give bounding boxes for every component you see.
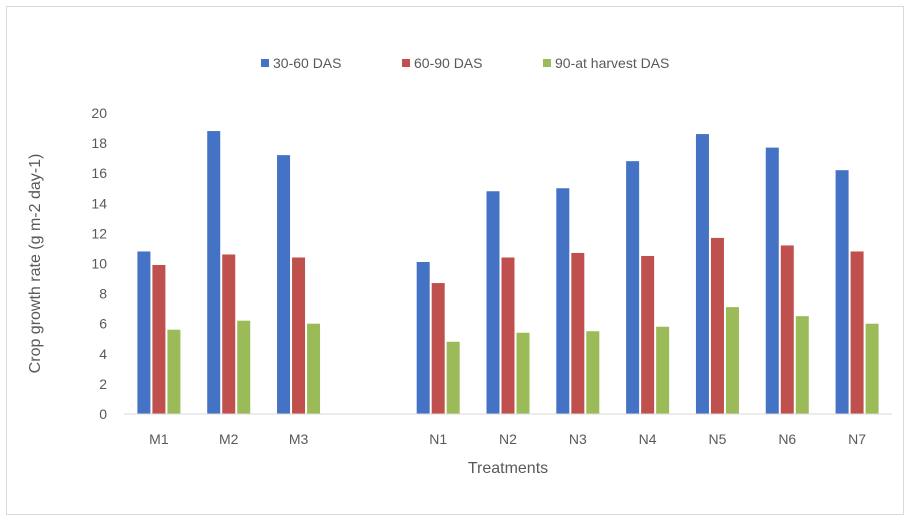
y-tick-label: 12 (91, 225, 107, 241)
bar-M1-series-3 (167, 329, 181, 414)
bar-N2-series-3 (516, 332, 530, 414)
bar-N1-series-2 (431, 283, 445, 414)
bar-N6-series-3 (795, 316, 809, 414)
bar-M3-series-3 (307, 323, 321, 414)
bar-M2-series-1 (207, 131, 221, 414)
y-tick-label: 8 (99, 286, 107, 302)
bar-N2-series-1 (486, 191, 500, 414)
y-tick-label: 0 (99, 406, 107, 422)
bars (137, 131, 879, 415)
bar-N3-series-1 (556, 188, 570, 414)
y-axis: 0 2 4 6 8 10 12 14 16 18 20 (91, 105, 107, 422)
bar-N3-series-3 (586, 331, 600, 414)
legend-swatch (402, 59, 410, 67)
bar-N1-series-3 (446, 341, 460, 414)
x-tick-label: N1 (429, 431, 447, 447)
y-tick-label: 16 (91, 165, 107, 181)
bar-N5-series-3 (725, 307, 739, 414)
x-tick-label: N6 (778, 431, 796, 447)
bar-N7-series-3 (865, 323, 879, 414)
y-axis-title: Crop growth rate (g m-2 day-1) (27, 154, 44, 374)
x-axis-title: Treatments (468, 460, 548, 477)
bar-N4-series-1 (626, 161, 640, 414)
x-tick-label: M2 (219, 431, 239, 447)
bar-N4-series-3 (656, 326, 670, 414)
bar-M3-series-1 (277, 155, 291, 414)
bar-N7-series-1 (835, 170, 849, 414)
x-tick-label: M1 (149, 431, 169, 447)
bar-M3-series-2 (292, 257, 306, 414)
bar-N6-series-1 (765, 147, 779, 415)
bar-N6-series-2 (780, 245, 794, 414)
x-tick-label: N4 (639, 431, 657, 447)
x-tick-label: M3 (289, 431, 309, 447)
legend-label: 60-90 DAS (414, 55, 482, 71)
bar-N2-series-2 (501, 257, 515, 414)
legend-label: 90-at harvest DAS (555, 55, 669, 71)
bar-N5-series-2 (710, 237, 724, 414)
legend: 30-60 DAS 60-90 DAS 90-at harvest DAS (261, 55, 669, 71)
y-tick-label: 20 (91, 105, 107, 121)
bar-N3-series-2 (571, 252, 585, 414)
x-tick-label: N7 (848, 431, 866, 447)
legend-swatch (261, 59, 269, 67)
y-tick-label: 2 (99, 376, 107, 392)
y-tick-label: 4 (99, 346, 107, 362)
bar-M1-series-1 (137, 251, 151, 414)
y-tick-label: 10 (91, 256, 107, 272)
y-tick-label: 6 (99, 316, 107, 332)
bar-N5-series-1 (695, 134, 709, 414)
bar-M2-series-2 (222, 254, 236, 414)
x-tick-label: N3 (569, 431, 587, 447)
bar-M1-series-2 (152, 265, 166, 414)
bar-N4-series-2 (641, 255, 655, 414)
y-tick-label: 18 (91, 135, 107, 151)
legend-label: 30-60 DAS (273, 55, 341, 71)
bar-N1-series-1 (416, 261, 430, 414)
y-tick-label: 14 (91, 195, 107, 211)
bar-N7-series-2 (850, 251, 864, 414)
x-tick-label: N5 (709, 431, 727, 447)
legend-swatch (543, 59, 551, 67)
x-tick-label: N2 (499, 431, 517, 447)
x-axis: M1 M2 M3 N1 N2 N3 N4 N5 N6 N7 (149, 431, 866, 447)
bar-M2-series-3 (237, 320, 251, 414)
chart-frame (6, 6, 904, 515)
